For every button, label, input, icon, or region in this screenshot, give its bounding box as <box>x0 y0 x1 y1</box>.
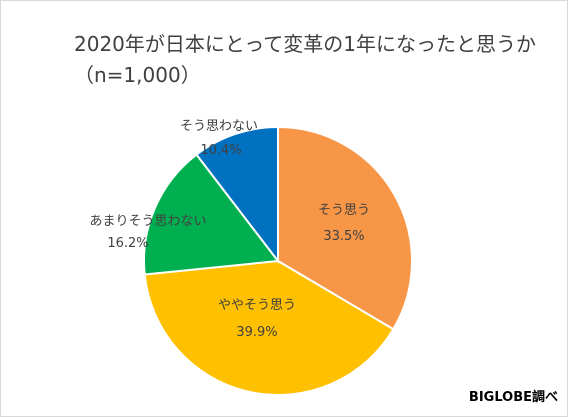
pie-slices <box>143 125 413 396</box>
chart-title: 2020年が日本にとって変革の1年になったと思うか <box>74 32 537 56</box>
slice-category-label: あまりそう思わない <box>89 214 206 229</box>
slice-value-label: 16.2% <box>107 236 148 251</box>
slice-value-label: 39.9% <box>236 325 277 340</box>
slice-amari-sou-omowanai <box>143 153 280 276</box>
slice-category-label: そう思わない <box>180 119 258 134</box>
slice-yaya-sou-omou <box>143 259 395 396</box>
slice-value-label: 10.4% <box>200 143 241 158</box>
slice-sou-omou <box>277 125 413 331</box>
slice-value-label: 33.5% <box>323 229 364 244</box>
slice-sou-omowanai <box>195 125 279 264</box>
pie-labels: そう思う 33.5% ややそう思う 39.9% あまりそう思わない 16.2% そう思わない… <box>89 119 370 340</box>
slice-category-label: ややそう思う <box>218 298 296 313</box>
source-note: BIGLOBE調べ <box>468 390 558 405</box>
chart-subtitle: （n=1,000） <box>74 63 201 87</box>
slice-category-label: そう思う <box>318 203 370 218</box>
